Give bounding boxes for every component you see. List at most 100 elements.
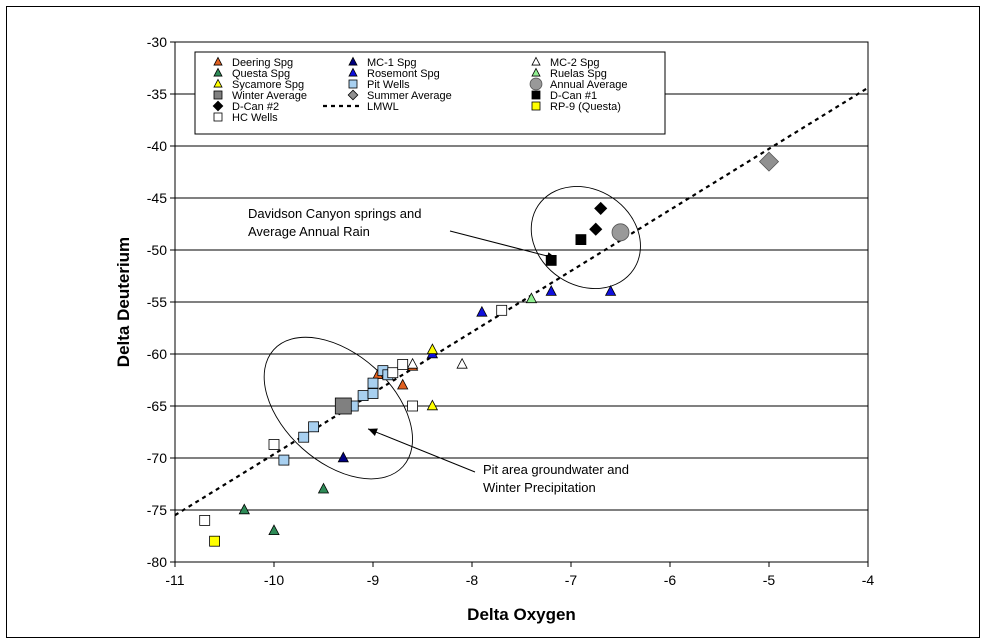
legend-label: Pit Wells xyxy=(367,79,410,91)
x-tick-labels: -11 -10 -9 -8 -7 -6 -5 -4 xyxy=(165,562,874,588)
legend-label: MC-1 Spg xyxy=(367,57,417,69)
y-tick-label: -65 xyxy=(147,398,167,414)
x-tick-label: -5 xyxy=(763,572,776,588)
figure-frame xyxy=(6,6,980,638)
x-tick-label: -4 xyxy=(862,572,875,588)
data-point xyxy=(525,292,538,304)
legend-marker xyxy=(347,89,359,101)
legend-marker xyxy=(212,100,224,112)
legend-marker xyxy=(531,101,541,111)
data-point xyxy=(575,234,587,246)
data-point xyxy=(496,304,508,316)
data-point xyxy=(456,357,468,369)
data-point xyxy=(545,285,557,296)
data-point xyxy=(334,397,352,415)
legend-label: RP-9 (Questa) xyxy=(550,101,621,113)
data-point xyxy=(367,388,379,399)
legend-marker xyxy=(348,67,358,77)
annotation-arrow xyxy=(449,230,557,259)
y-tick-label: -50 xyxy=(147,242,167,258)
data-point xyxy=(758,151,780,172)
annotations: Davidson Canyon springs and Average Annua… xyxy=(248,186,641,495)
data-point xyxy=(278,454,290,466)
y-tick-label: -40 xyxy=(147,138,167,154)
data-point xyxy=(476,305,488,317)
data-point xyxy=(308,421,320,433)
x-tick-label: -9 xyxy=(367,572,380,588)
annotation-arrow xyxy=(367,428,476,473)
legend-marker xyxy=(529,77,543,91)
data-point xyxy=(199,515,211,526)
y-tick-label: -80 xyxy=(147,554,167,570)
data-point xyxy=(426,343,439,355)
data-points xyxy=(199,151,780,547)
y-tick-label: -45 xyxy=(147,190,167,206)
data-point xyxy=(238,503,250,515)
legend-box xyxy=(194,51,666,135)
x-axis-title: Delta Oxygen xyxy=(467,605,576,624)
data-point xyxy=(387,367,399,379)
data-point xyxy=(426,399,439,411)
annotation-text: Winter Precipitation xyxy=(483,480,596,495)
y-tick-label: -35 xyxy=(147,86,167,102)
data-point xyxy=(367,377,379,389)
data-point xyxy=(337,451,349,463)
data-point xyxy=(357,390,369,402)
legend-label: D-Can #1 xyxy=(550,90,597,102)
legend-label: Winter Average xyxy=(232,90,307,102)
legend-label: LMWL xyxy=(367,101,399,113)
data-point xyxy=(611,223,630,242)
legend-label: Rosemont Spg xyxy=(367,68,440,80)
x-tick-label: -8 xyxy=(466,572,479,588)
data-point xyxy=(317,482,330,494)
legend: Deering Spg MC-1 Spg MC-2 Spg Questa Spg Ros… xyxy=(194,51,666,135)
data-point xyxy=(268,524,280,535)
y-tick-label: -75 xyxy=(147,502,167,518)
data-point xyxy=(407,400,419,412)
legend-marker xyxy=(213,90,223,100)
legend-marker xyxy=(348,56,358,66)
annotation-text: Pit area groundwater and xyxy=(483,462,629,477)
legend-label: Ruelas Spg xyxy=(550,68,607,80)
legend-marker xyxy=(531,67,541,77)
data-point xyxy=(397,358,409,370)
y-tick-labels: -80 -75 -70 -65 -60 -55 -50 -45 -40 -35 -30 xyxy=(147,34,175,570)
legend-label: Summer Average xyxy=(367,90,452,102)
data-point xyxy=(268,439,280,450)
y-tick-label: -60 xyxy=(147,346,167,362)
legend-label: Annual Average xyxy=(550,79,627,91)
legend-marker xyxy=(531,90,541,100)
y-tick-label: -70 xyxy=(147,450,167,466)
data-point xyxy=(406,357,419,369)
legend-marker xyxy=(213,112,223,122)
y-axis-title: Delta Deuterium xyxy=(114,237,133,367)
legend-label: Deering Spg xyxy=(232,57,293,69)
annotation-arrowhead xyxy=(368,428,378,436)
data-point xyxy=(604,285,617,296)
legend-marker xyxy=(531,56,541,66)
annotation-ellipse xyxy=(263,336,413,480)
data-point xyxy=(594,201,608,215)
x-tick-label: -10 xyxy=(264,572,284,588)
legend-marker xyxy=(213,67,223,77)
legend-marker xyxy=(213,78,223,88)
data-point xyxy=(209,535,221,547)
legend-label: HC Wells xyxy=(232,112,278,124)
y-tick-label: -30 xyxy=(147,34,167,50)
data-point xyxy=(298,431,310,443)
legend-marker xyxy=(348,79,358,89)
x-tick-label: -11 xyxy=(165,572,184,588)
legend-label: Questa Spg xyxy=(232,68,290,80)
legend-label: MC-2 Spg xyxy=(550,57,600,69)
x-tick-label: -7 xyxy=(565,572,578,588)
y-tick-label: -55 xyxy=(147,294,167,310)
data-point xyxy=(545,254,557,266)
legend-label: D-Can #2 xyxy=(232,101,279,113)
data-point xyxy=(397,378,409,390)
annotation-text: Davidson Canyon springs and xyxy=(248,206,421,221)
x-tick-label: -6 xyxy=(664,572,677,588)
legend-marker xyxy=(213,56,223,66)
data-point xyxy=(589,222,603,236)
annotation-text: Average Annual Rain xyxy=(248,224,370,239)
